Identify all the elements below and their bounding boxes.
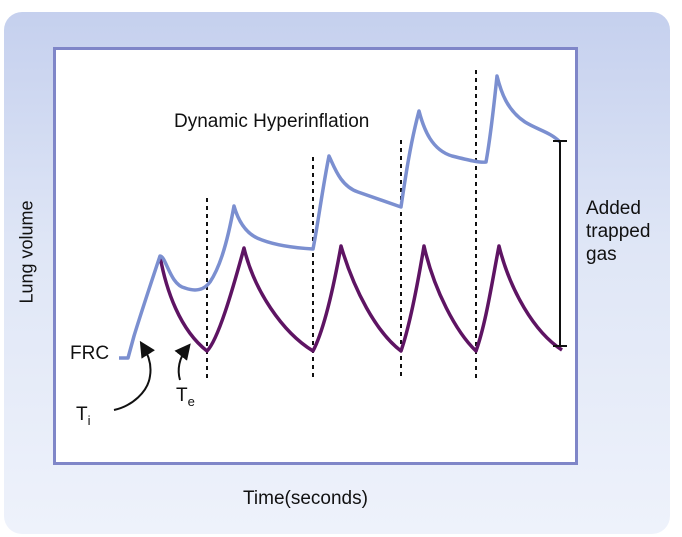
- ti-label-main: T: [76, 404, 88, 425]
- ti-label: Ti: [76, 404, 91, 428]
- trapped-gas-line-3: gas: [586, 244, 617, 265]
- hyperinflation-curve: [119, 74, 562, 360]
- trapped-gas-label: Added trapped gas: [586, 197, 650, 266]
- trapped-gas-line-1: Added: [586, 198, 641, 219]
- breath-dividers: [206, 70, 477, 380]
- trapped-gas-bracket: [553, 140, 567, 347]
- y-axis-label: Lung volume: [16, 200, 37, 304]
- diagram-title: Dynamic Hyperinflation: [174, 111, 370, 132]
- te-arrow: [174, 343, 191, 381]
- trapped-gas-line-2: trapped: [586, 221, 651, 242]
- normal-breath-curve: [158, 244, 563, 353]
- x-axis-label: Time(seconds): [243, 488, 368, 509]
- ti-arrow: [113, 340, 156, 411]
- te-label-main: T: [176, 385, 188, 406]
- ti-label-sub: i: [87, 413, 91, 428]
- te-label-sub: e: [187, 394, 195, 409]
- te-label: Te: [176, 385, 195, 409]
- frc-label: FRC: [70, 343, 110, 364]
